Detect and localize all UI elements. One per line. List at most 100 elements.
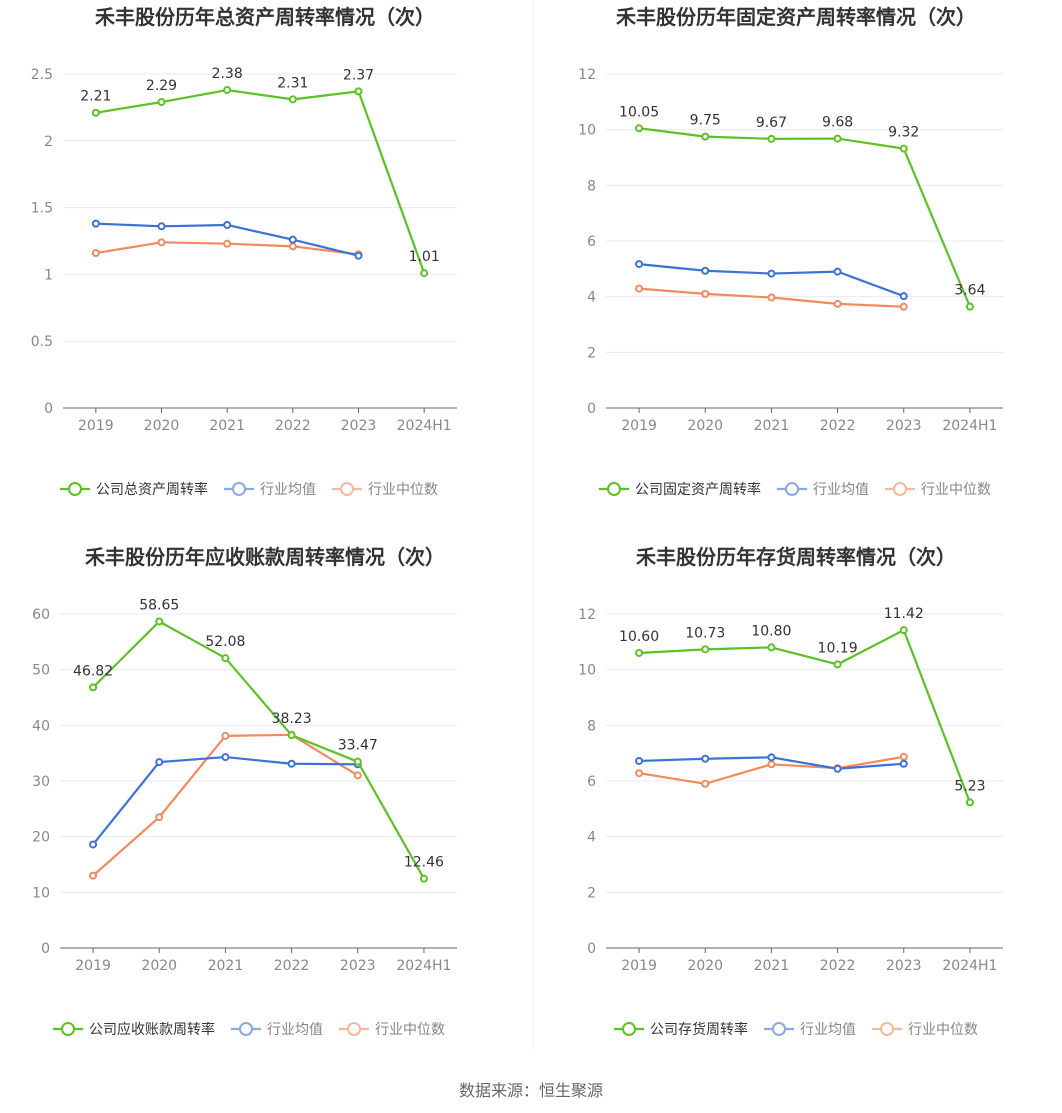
data-point-company	[899, 144, 908, 153]
data-point-company	[287, 731, 296, 740]
x-tick-label: 2023	[886, 958, 922, 974]
data-point-company	[221, 654, 230, 663]
chart-fixed-asset-turnover: 禾丰股份历年固定资产周转率情况（次） 0 2 4 6 8 10 12 2019 2020 2021 2…	[578, 5, 1003, 498]
legend-label: 公司应收账款周转率	[89, 1021, 215, 1038]
legend-label: 公司存货周转率	[650, 1021, 748, 1038]
x-tick-label: 2021	[754, 958, 790, 974]
chart-total-asset-turnover: 禾丰股份历年总资产周转率情况（次） 0 0.5 1 1.5 2 2.5 2019 2020 202…	[31, 5, 457, 498]
data-label: 9.32	[888, 125, 919, 141]
y-tick-label: 2	[44, 134, 53, 150]
legend-marker	[785, 482, 799, 496]
x-tick-label: 2022	[274, 958, 310, 974]
y-tick-label: 30	[32, 774, 50, 790]
x-tick-label: 2020	[144, 418, 180, 434]
data-point-median	[833, 299, 842, 308]
data-label: 10.19	[818, 640, 858, 656]
data-point-avg	[223, 220, 232, 229]
data-point-company	[157, 98, 166, 107]
y-tick-label: 60	[32, 607, 50, 623]
y-tick-label: 4	[587, 830, 596, 846]
chart-title: 禾丰股份历年固定资产周转率情况（次）	[616, 5, 976, 29]
legend-label: 行业中位数	[368, 482, 438, 498]
data-label: 2.38	[212, 66, 243, 82]
panel-divider	[533, 0, 534, 1050]
legend-item-avg: 行业均值	[224, 482, 316, 498]
y-tick-label: 12	[578, 67, 596, 83]
data-point-avg	[157, 222, 166, 231]
x-tick-label: 2021	[209, 418, 245, 434]
data-point-company	[353, 757, 362, 766]
x-tick-label: 2020	[687, 418, 723, 434]
legend-label: 行业中位数	[375, 1022, 445, 1038]
data-point-median	[767, 760, 776, 769]
legend-label: 行业中位数	[908, 1022, 978, 1038]
data-point-median	[91, 249, 100, 258]
data-point-company	[701, 645, 710, 654]
legend-item-company: 公司存货周转率	[614, 1021, 748, 1038]
legend-item-median: 行业中位数	[339, 1022, 445, 1038]
data-label: 38.23	[272, 711, 312, 727]
data-label: 11.42	[884, 606, 924, 622]
x-tick-label: 2019	[621, 958, 657, 974]
legend-marker	[239, 1022, 253, 1036]
legend-marker	[232, 482, 246, 496]
data-label: 2.37	[343, 67, 374, 83]
data-point-company	[899, 626, 908, 635]
data-label: 10.73	[685, 625, 725, 641]
legend-label: 行业均值	[260, 482, 316, 498]
data-label: 46.82	[73, 663, 113, 679]
y-tick-label: 40	[32, 718, 50, 734]
data-point-company	[91, 108, 100, 117]
x-tick-label: 2020	[687, 958, 723, 974]
y-tick-label: 12	[578, 607, 596, 623]
y-tick-label: 0	[587, 401, 596, 417]
legend-marker	[347, 1022, 361, 1036]
data-label: 9.75	[690, 113, 721, 129]
x-tick-label: 2023	[341, 418, 377, 434]
x-tick-label: 2020	[141, 958, 177, 974]
data-point-company	[288, 95, 297, 104]
data-point-median	[899, 302, 908, 311]
data-point-median	[635, 284, 644, 293]
chart-title: 禾丰股份历年应收账款周转率情况（次）	[85, 545, 445, 569]
y-tick-label: 10	[32, 885, 50, 901]
data-point-avg	[221, 753, 230, 762]
data-point-company	[965, 302, 974, 311]
data-point-company	[701, 132, 710, 141]
data-point-avg	[89, 840, 98, 849]
data-point-company	[767, 643, 776, 652]
data-label: 5.23	[954, 778, 985, 794]
data-label: 52.08	[205, 634, 245, 650]
x-tick-label: 2019	[75, 958, 111, 974]
data-point-median	[223, 239, 232, 248]
legend-marker	[340, 482, 354, 496]
data-label: 2.21	[80, 89, 111, 105]
data-point-avg	[635, 260, 644, 269]
legend-marker	[880, 1022, 894, 1036]
legend-label: 行业均值	[800, 1022, 856, 1038]
series-line-avg	[92, 755, 358, 846]
data-point-avg	[701, 754, 710, 763]
legend-marker	[607, 482, 621, 496]
data-point-median	[157, 238, 166, 247]
legend-marker	[772, 1022, 786, 1036]
y-tick-label: 10	[578, 663, 596, 679]
data-point-company	[354, 87, 363, 96]
data-point-company	[767, 134, 776, 143]
data-label: 10.05	[619, 104, 659, 120]
data-point-company	[89, 683, 98, 692]
data-point-company	[635, 648, 644, 657]
data-point-median	[899, 752, 908, 761]
legend-item-company: 公司应收账款周转率	[53, 1021, 215, 1038]
data-point-company	[833, 134, 842, 143]
x-tick-label: 2022	[820, 958, 856, 974]
data-point-median	[89, 871, 98, 880]
y-tick-label: 20	[32, 830, 50, 846]
data-point-avg	[767, 269, 776, 278]
x-tick-label: 2023	[886, 418, 922, 434]
data-point-avg	[767, 753, 776, 762]
data-point-avg	[635, 756, 644, 765]
y-tick-label: 2.5	[31, 67, 53, 83]
x-tick-label: 2024H1	[397, 418, 452, 434]
data-point-company	[155, 617, 164, 626]
